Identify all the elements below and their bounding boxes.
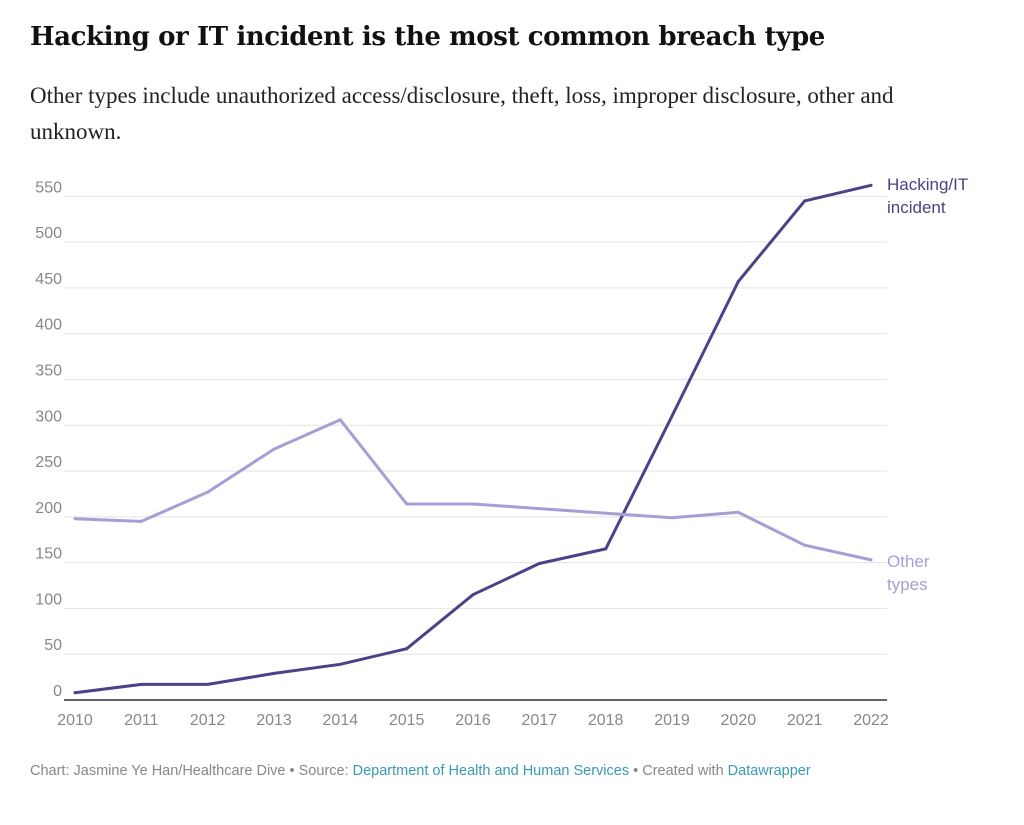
data-point — [139, 519, 143, 523]
y-tick-label: 100 — [35, 591, 62, 608]
data-point — [206, 490, 210, 494]
y-tick-label: 0 — [53, 683, 62, 700]
data-point — [338, 418, 342, 422]
x-tick-label: 2015 — [389, 712, 425, 729]
y-tick-label: 450 — [35, 271, 62, 288]
data-point — [604, 511, 608, 515]
x-tick-label: 2011 — [124, 712, 159, 729]
data-point — [338, 662, 342, 666]
data-point — [73, 517, 77, 521]
series-label-hacking-it-incident: incident — [887, 198, 946, 217]
data-point — [537, 507, 541, 511]
x-axis-ticks: 2010 2011 2012 2013 2014 2015 2016 2017 2018 2019… — [57, 712, 889, 729]
data-point — [139, 682, 143, 686]
x-tick-label: 2022 — [853, 712, 889, 729]
series-line-hacking-it-incident — [73, 183, 873, 695]
series-label-other-types: types — [887, 575, 928, 594]
footer-separator: • — [629, 763, 643, 779]
data-point — [73, 691, 77, 695]
data-point — [869, 558, 873, 562]
footer-separator: • — [285, 763, 299, 779]
y-axis-ticks: 0 50 100 150 200 250 300 350 400 450 500 550 — [35, 179, 62, 700]
source-link[interactable]: Department of Health and Human Services — [352, 763, 630, 779]
x-tick-label: 2010 — [57, 712, 93, 729]
data-point — [405, 647, 409, 651]
y-tick-label: 500 — [35, 225, 62, 242]
x-tick-label: 2021 — [787, 712, 823, 729]
created-with-label: Created with — [642, 763, 728, 779]
gridlines — [64, 195, 887, 701]
chart-footer: Chart: Jasmine Ye Han/Healthcare Dive • … — [30, 763, 811, 779]
series-label-other-types: Other — [887, 552, 930, 571]
data-point — [803, 543, 807, 547]
y-tick-label: 150 — [35, 546, 62, 563]
x-tick-label: 2013 — [256, 712, 292, 729]
y-tick-label: 50 — [44, 637, 62, 654]
series-label-hacking-it-incident: Hacking/IT — [887, 175, 968, 194]
data-point — [670, 414, 674, 418]
data-point — [604, 547, 608, 551]
data-point — [803, 199, 807, 203]
chart-title: Hacking or IT incident is the most commo… — [30, 22, 825, 52]
y-tick-label: 350 — [35, 362, 62, 379]
y-tick-label: 250 — [35, 454, 62, 471]
series-labels: Hacking/IT incident Other types — [887, 175, 968, 594]
chart-credit: Chart: Jasmine Ye Han/Healthcare Dive — [30, 763, 286, 779]
x-tick-label: 2019 — [654, 712, 690, 729]
data-point — [869, 183, 873, 187]
x-tick-label: 2012 — [190, 712, 226, 729]
data-point — [206, 682, 210, 686]
y-tick-label: 200 — [35, 500, 62, 517]
chart-subtitle: Other types include unauthorized access/… — [30, 83, 894, 144]
data-point — [272, 671, 276, 675]
series-lines — [73, 183, 873, 695]
x-tick-label: 2017 — [522, 712, 558, 729]
x-tick-label: 2014 — [323, 712, 359, 729]
data-point — [736, 279, 740, 283]
data-point — [272, 447, 276, 451]
data-point — [405, 502, 409, 506]
data-point — [471, 593, 475, 597]
data-point — [471, 502, 475, 506]
y-tick-label: 400 — [35, 317, 62, 334]
x-tick-label: 2020 — [721, 712, 757, 729]
datawrapper-link[interactable]: Datawrapper — [727, 763, 811, 779]
data-point — [670, 516, 674, 520]
data-point — [736, 510, 740, 514]
y-tick-label: 550 — [35, 179, 62, 196]
source-label: Source: — [298, 763, 353, 779]
data-point — [537, 562, 541, 566]
series-line-other-types — [73, 418, 873, 562]
x-tick-label: 2016 — [455, 712, 491, 729]
x-tick-label: 2018 — [588, 712, 624, 729]
y-tick-label: 300 — [35, 408, 62, 425]
